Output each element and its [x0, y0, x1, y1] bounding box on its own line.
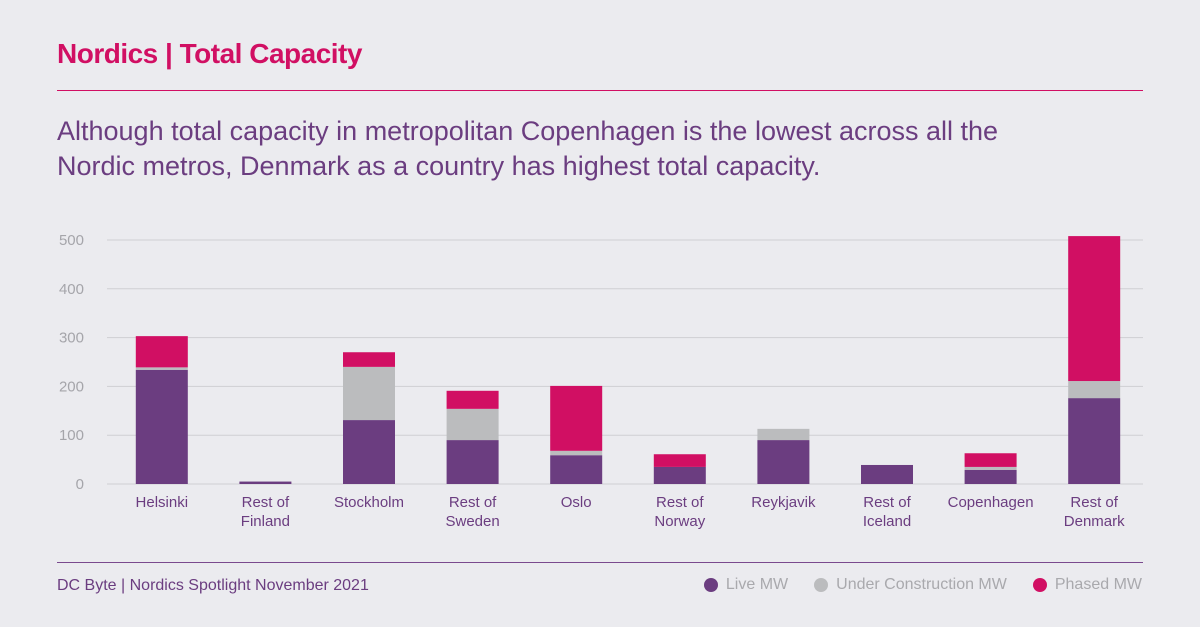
bar-segment-live-mw [757, 440, 810, 484]
legend-item-under-construction: Under Construction MW [814, 576, 1007, 594]
x-tick-label: Rest of [1070, 494, 1118, 511]
chart-subtitle: Although total capacity in metropolitan … [57, 116, 999, 181]
bar-segment-phased-mw [964, 453, 1017, 467]
bar-segment-live-mw [239, 481, 292, 484]
legend-label: Under Construction MW [836, 576, 1007, 593]
y-tick-label: 300 [59, 330, 84, 347]
bar-segment-live-mw [343, 420, 395, 484]
bar-segment-phased-mw [1068, 236, 1121, 382]
x-tick-label: Finland [241, 513, 290, 530]
bar-segment-live-mw [653, 466, 706, 484]
stacked-bar-chart: 0 100 200 300 400 500 Helsinki Rest of Finland St… [59, 232, 1143, 530]
x-tick-label: Norway [654, 513, 705, 530]
bar-segment-phased-mw [550, 385, 603, 451]
legend-item-phased: Phased MW [1032, 576, 1142, 594]
x-tick-label: Rest of [449, 494, 497, 511]
legend-label: Phased MW [1054, 576, 1142, 593]
bar-segment-live-mw [135, 369, 188, 484]
x-tick-label: Stockholm [334, 494, 404, 511]
y-tick-label: 0 [76, 476, 84, 493]
x-tick-label: Helsinki [136, 494, 189, 511]
bar-segment-live-mw [861, 464, 913, 484]
y-tick-label: 400 [59, 281, 84, 298]
bar-segment-phased-mw [446, 390, 499, 409]
x-tick-label: Denmark [1064, 513, 1125, 530]
bar-segment-under-construction-mw [757, 428, 810, 441]
bar-segment-live-mw [964, 469, 1017, 484]
x-tick-label: Sweden [445, 513, 499, 530]
x-tick-label: Copenhagen [948, 494, 1034, 511]
legend-dot-live-icon [703, 578, 718, 592]
bar-segment-under-construction-mw [446, 408, 499, 441]
bar-segment-phased-mw [135, 336, 188, 368]
title-divider [57, 90, 1143, 91]
bar-segment-under-construction-mw [964, 466, 1017, 470]
source-note: DC Byte | Nordics Spotlight November 202… [57, 577, 369, 594]
legend-item-live: Live MW [703, 576, 789, 594]
x-tick-label: Rest of [242, 494, 290, 511]
legend-dot-phased-icon [1032, 578, 1047, 592]
bar-segment-under-construction-mw [343, 366, 395, 421]
x-tick-label: Oslo [561, 494, 592, 511]
bar-segment-live-mw [446, 440, 499, 484]
bar-segment-under-construction-mw [1068, 381, 1121, 399]
legend-label: Live MW [725, 576, 789, 593]
bar-segment-under-construction-mw [135, 367, 188, 370]
bar-segment-phased-mw [343, 352, 395, 367]
chart-title: Nordics | Total Capacity [57, 38, 362, 69]
legend: Live MW Under Construction MW Phased MW [703, 576, 1142, 594]
bar-segment-phased-mw [653, 454, 706, 467]
footer-divider [57, 562, 1143, 563]
bar-segment-live-mw [550, 455, 603, 484]
y-tick-label: 100 [59, 427, 84, 444]
x-tick-label: Reykjavik [751, 494, 816, 511]
legend-dot-under-construction-icon [814, 578, 829, 592]
x-tick-label: Rest of [656, 494, 704, 511]
bar-segment-under-construction-mw [550, 450, 603, 456]
y-tick-label: 500 [59, 232, 84, 249]
x-tick-label: Iceland [863, 513, 911, 530]
y-tick-label: 200 [59, 378, 84, 395]
bar-segment-live-mw [1068, 398, 1121, 484]
x-tick-label: Rest of [863, 494, 911, 511]
